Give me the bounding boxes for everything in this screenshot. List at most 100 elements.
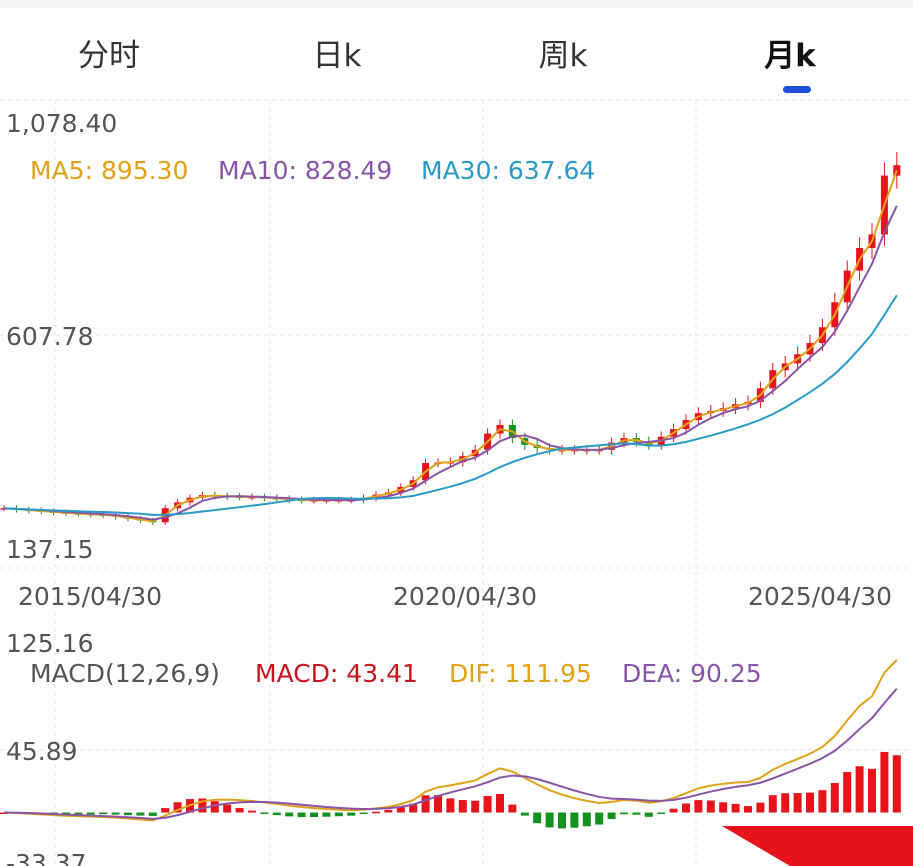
macd-bar: [632, 812, 641, 815]
macd-bar: [731, 803, 740, 813]
macd-bar: [533, 812, 542, 824]
tab-weekly-k[interactable]: 周k: [538, 38, 588, 74]
macd-bar: [483, 796, 492, 813]
macd-bar: [582, 812, 591, 827]
macd-bar: [198, 798, 207, 813]
macd-bar: [892, 755, 901, 813]
macd-bar: [86, 812, 95, 815]
ma5-line: [3, 170, 898, 523]
macd-bar: [347, 812, 356, 816]
date-tick: 2025/04/30: [748, 582, 892, 611]
macd-bar: [173, 802, 182, 813]
macd-legend: MACD: 43.41: [255, 659, 418, 688]
macd-bar: [706, 800, 715, 813]
grid: [0, 99, 913, 866]
macd-bar: [558, 812, 566, 829]
macd-bar: [434, 795, 442, 813]
macd-bar: [297, 812, 306, 818]
date-tick: 2015/04/30: [18, 582, 162, 611]
macd-bar: [806, 792, 814, 813]
macd-tick-mid: 45.89: [6, 737, 78, 766]
macd-bar: [272, 812, 281, 815]
price-tick-mid: 607.78: [6, 322, 93, 351]
macd-bar: [446, 798, 455, 813]
macd-bar: [372, 811, 380, 814]
macd-bar: [99, 812, 108, 815]
macd-bar: [310, 812, 318, 818]
macd-bar: [781, 793, 790, 813]
macd-bar: [644, 812, 653, 817]
tab-intraday[interactable]: 分时: [78, 38, 140, 74]
status-band: [0, 0, 913, 8]
ma10-legend: MA10: 828.49: [218, 156, 392, 185]
macd-bar: [843, 771, 852, 813]
macd-bar: [235, 808, 244, 813]
dif-legend: DIF: 111.95: [449, 659, 592, 688]
ma10-line: [3, 205, 898, 521]
macd-bar: [285, 812, 294, 817]
macd-bar: [830, 783, 839, 813]
macd-bar: [508, 804, 517, 813]
tab-monthly-k[interactable]: 月k: [764, 38, 816, 74]
macd-bar: [880, 751, 889, 813]
period-tabs: 分时 日k 周k 月k: [0, 30, 913, 80]
macd-bar: [520, 812, 529, 816]
macd-bar: [334, 812, 343, 817]
macd-bar: [421, 795, 430, 813]
candles: [0, 151, 901, 525]
macd-bar: [409, 803, 418, 813]
macd-bar: [855, 766, 864, 813]
macd-bar: [384, 809, 393, 813]
macd-bar: [210, 801, 219, 813]
macd-params: MACD(12,26,9): [30, 659, 220, 688]
macd-bar: [768, 795, 777, 813]
macd-bar: [458, 800, 467, 813]
macd-bar: [496, 793, 504, 813]
price-tick-max: 1,078.40: [6, 109, 117, 138]
macd-bar: [148, 812, 157, 816]
dif-line: [3, 659, 898, 822]
macd-bar: [396, 807, 405, 813]
macd-bar: [607, 812, 616, 820]
macd-bar: [818, 790, 827, 813]
macd-bar: [868, 768, 876, 813]
macd-bar: [595, 812, 604, 825]
macd-bar: [744, 806, 752, 813]
macd-bar: [756, 802, 765, 813]
macd-bar: [669, 808, 678, 813]
macd-series: [0, 659, 901, 829]
active-tab-indicator: [783, 86, 811, 93]
dea-line: [3, 687, 898, 820]
macd-tick-min: -33.37: [6, 849, 87, 866]
macd-bar: [570, 812, 579, 828]
ma30-line: [3, 294, 898, 516]
macd-bar: [682, 803, 690, 813]
macd-bar: [124, 812, 132, 816]
macd-bar: [694, 800, 703, 813]
macd-bar: [471, 800, 480, 813]
macd-bar: [322, 812, 331, 817]
macd-bar: [136, 812, 145, 816]
price-tick-min: 137.15: [6, 535, 93, 564]
ma30-legend: MA30: 637.64: [421, 156, 595, 185]
ma-lines: [3, 170, 898, 523]
macd-tick-max: 125.16: [6, 629, 93, 658]
ma5-legend: MA5: 895.30: [30, 156, 188, 185]
macd-bar: [719, 802, 728, 813]
macd-bar: [111, 812, 120, 815]
macd-bar: [545, 812, 554, 828]
macd-bar: [260, 812, 269, 815]
tab-daily-k[interactable]: 日k: [312, 38, 362, 74]
macd-bar: [248, 810, 256, 813]
macd-bar: [793, 793, 802, 813]
date-tick: 2020/04/30: [393, 582, 537, 611]
macd-bar: [223, 804, 232, 813]
red-overlay-shape: [722, 826, 913, 866]
macd-bar: [657, 812, 666, 815]
macd-bar: [74, 812, 83, 815]
macd-bar: [161, 808, 170, 813]
macd-bar: [620, 812, 628, 815]
dea-legend: DEA: 90.25: [622, 659, 762, 688]
macd-bar: [359, 812, 368, 815]
